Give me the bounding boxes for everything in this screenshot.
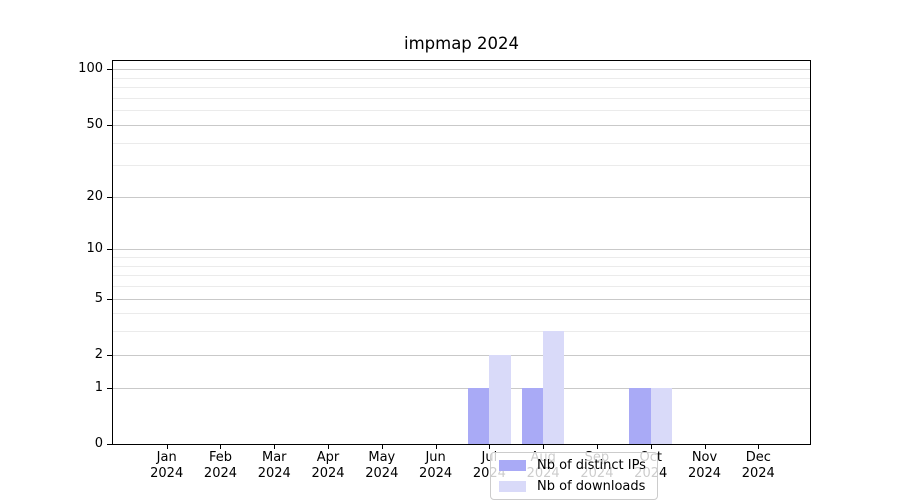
plot-area: Nb of distinct IPs Nb of downloads	[112, 60, 811, 500]
y-tick	[107, 298, 112, 300]
x-tick-label: Dec 2024	[741, 450, 775, 481]
y-tick	[107, 69, 112, 71]
y-tick-label: 5	[94, 290, 103, 306]
legend-label: Nb of distinct IPs	[537, 458, 646, 473]
y-tick-label: 0	[94, 436, 103, 451]
gridline-major	[113, 354, 810, 356]
bar-downloads	[650, 387, 673, 444]
y-tick-label: 20	[86, 188, 103, 204]
bars-layer	[113, 61, 810, 444]
y-tick-label: 10	[86, 241, 103, 257]
gridline-minor	[113, 77, 810, 79]
x-tick	[166, 445, 168, 449]
x-tick-label: Mar 2024	[257, 450, 291, 481]
gridline-minor	[113, 313, 810, 315]
x-tick	[220, 445, 222, 449]
chart-title: impmap 2024	[403, 34, 520, 53]
x-tick	[543, 445, 545, 449]
gridline-minor	[113, 165, 810, 167]
y-tick-label: 50	[86, 116, 103, 132]
gridline-major	[113, 249, 810, 251]
gridline-major	[113, 124, 810, 126]
gridline-major	[113, 196, 810, 198]
x-tick	[381, 445, 383, 449]
gridline-minor	[113, 110, 810, 112]
y-tick	[107, 354, 112, 356]
gridline-minor	[113, 257, 810, 259]
gridline-major	[113, 387, 810, 389]
gridlines-layer	[113, 61, 810, 444]
legend-row: Nb of distinct IPs	[499, 455, 649, 476]
x-tick-label: Nov 2024	[687, 450, 722, 481]
y-tick-label: 100	[78, 61, 103, 77]
x-tick-label: Jan 2024	[150, 450, 184, 481]
bar-distinct-ips	[629, 387, 651, 444]
legend-swatch-icon	[499, 481, 526, 492]
x-tick	[435, 445, 437, 449]
x-tick	[650, 445, 652, 449]
gridline-minor	[113, 331, 810, 333]
x-tick	[704, 445, 706, 449]
legend-swatch-icon	[499, 460, 526, 471]
bar-distinct-ips	[468, 387, 490, 444]
y-tick-label: 2	[94, 346, 103, 362]
gridline-major	[113, 69, 810, 71]
x-tick-label: May 2024	[365, 450, 399, 481]
legend-row: Nb of downloads	[499, 476, 649, 497]
gridline-minor	[113, 87, 810, 89]
gridline-minor	[113, 265, 810, 267]
bar-downloads	[489, 354, 511, 444]
gridline-minor	[113, 142, 810, 144]
x-tick	[328, 445, 330, 449]
y-tick	[107, 249, 112, 251]
bar-downloads	[543, 331, 565, 444]
bar-distinct-ips	[521, 387, 544, 444]
y-tick	[107, 387, 112, 389]
gridline-minor	[113, 275, 810, 277]
y-tick-label: 1	[94, 379, 103, 395]
legend-label: Nb of downloads	[537, 479, 646, 494]
legend: Nb of distinct IPs Nb of downloads	[490, 452, 658, 500]
gridline-major	[113, 298, 810, 300]
x-tick	[489, 445, 491, 449]
y-tick	[107, 196, 112, 198]
x-tick-label: Apr 2024	[311, 450, 345, 481]
x-tick-label: Feb 2024	[203, 450, 238, 481]
y-tick	[107, 444, 112, 445]
x-tick	[758, 445, 760, 449]
x-tick-label: Jun 2024	[419, 450, 453, 481]
x-tick	[596, 445, 598, 449]
y-tick	[107, 124, 112, 126]
gridline-minor	[113, 97, 810, 99]
gridline-minor	[113, 286, 810, 288]
x-tick	[274, 445, 276, 449]
